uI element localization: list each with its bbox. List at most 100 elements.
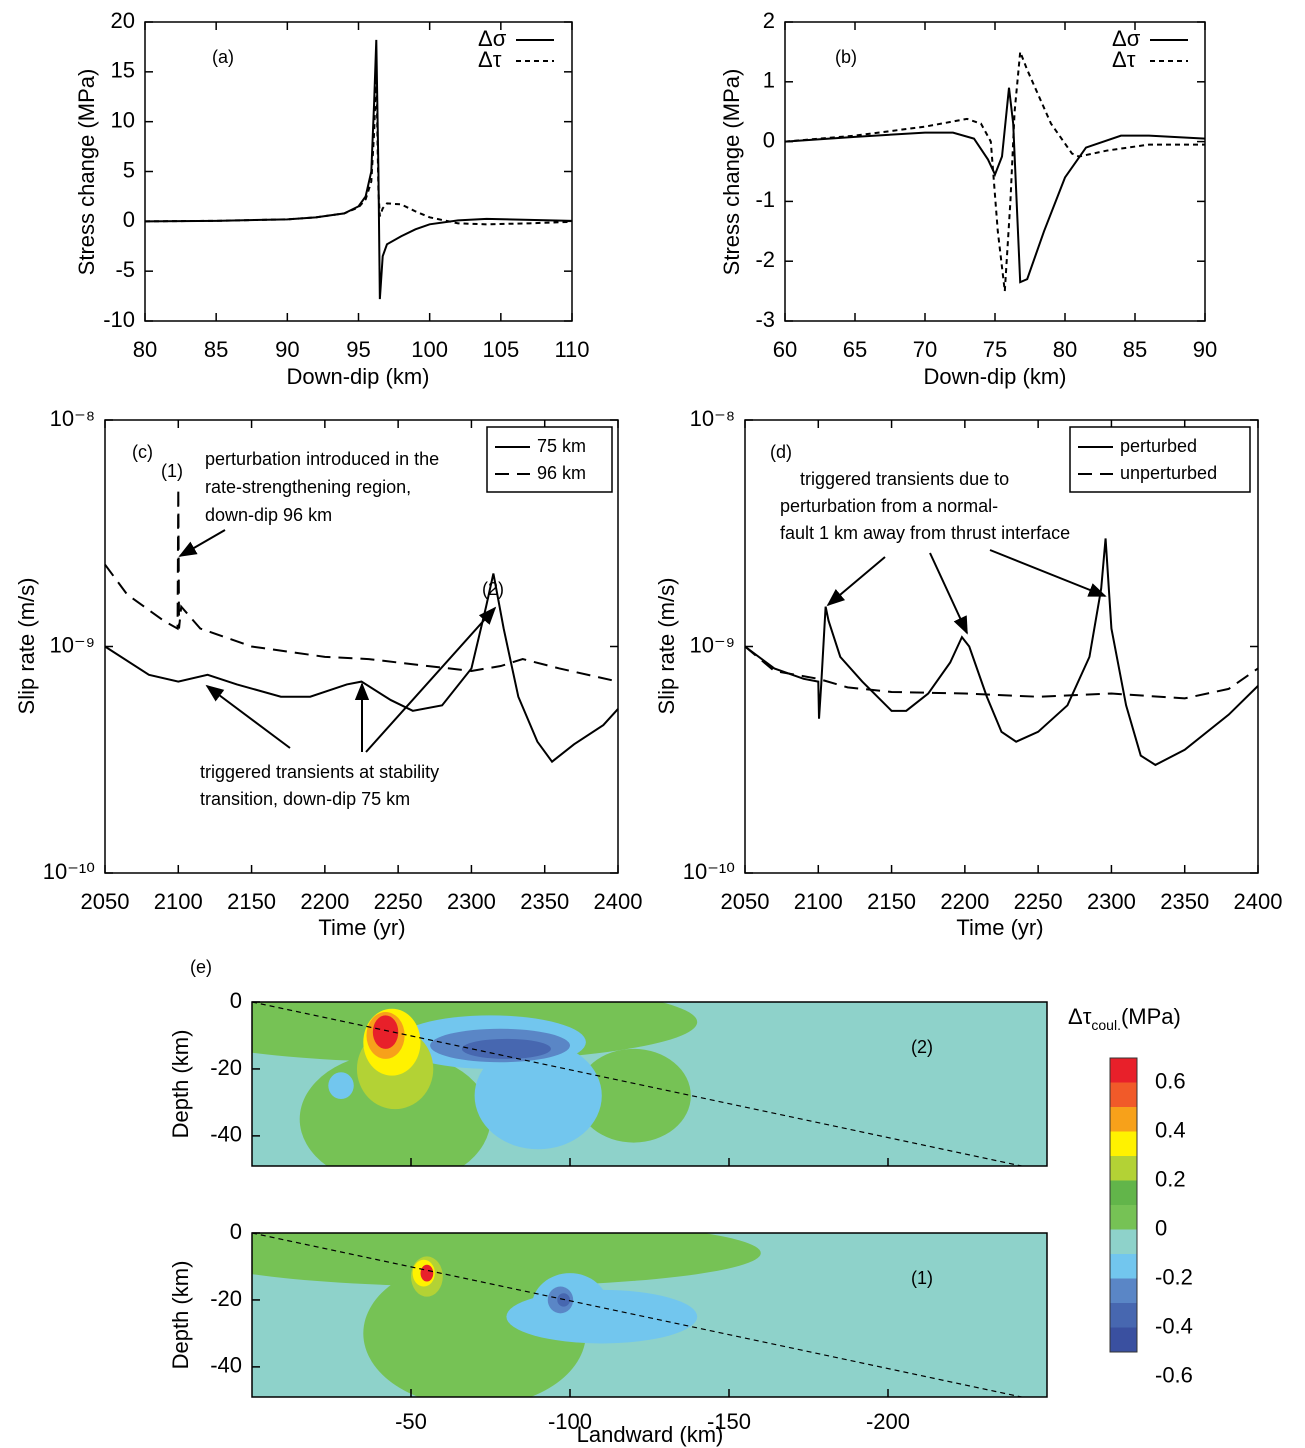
y-axis-label: Stress change (MPa): [719, 69, 744, 276]
colorbar-bin: [1110, 1229, 1137, 1254]
colorbar-frame: [1109, 1057, 1138, 1353]
annotation: rate-strengthening region,: [205, 477, 411, 497]
annotation: (2): [482, 579, 504, 599]
y-tick-label: 2: [763, 8, 775, 33]
y-tick-label: -3: [755, 307, 775, 332]
annotation: perturbation introduced in the: [205, 449, 439, 469]
y-tick-label: -40: [210, 1353, 242, 1378]
x-tick-label: 2150: [227, 889, 276, 914]
y-tick-label: -2: [755, 247, 775, 272]
x-tick-label: 2350: [520, 889, 569, 914]
colorbar-bin: [1110, 1205, 1137, 1230]
contour-region: [363, 1259, 586, 1397]
x-tick-label: 2300: [1087, 889, 1136, 914]
x-tick-label: 85: [204, 337, 228, 362]
x-tick-label: 65: [843, 337, 867, 362]
series-line: [744, 538, 1259, 767]
x-tick-label: 2400: [594, 889, 643, 914]
x-tick-label: 2200: [940, 889, 989, 914]
arrow: [989, 549, 1107, 597]
colorbar-title: Δτcoul.(MPa): [1068, 1004, 1181, 1033]
legend-label: 75 km: [537, 436, 586, 456]
series-line: [784, 51, 1205, 292]
x-axis-label: Down-dip (km): [923, 364, 1066, 389]
series-line: [784, 87, 1206, 284]
y-tick-label: 0: [230, 1219, 242, 1244]
series-line: [144, 71, 573, 226]
colorbar-title-main: Δτ: [1068, 1004, 1092, 1029]
arrow: [205, 684, 291, 749]
x-tick-label: 60: [773, 337, 797, 362]
x-tick-label: 100: [411, 337, 448, 362]
x-tick-label: 90: [1193, 337, 1217, 362]
panel-label: (c): [132, 442, 153, 462]
y-tick-label: -20: [210, 1286, 242, 1311]
arrow: [365, 606, 497, 753]
y-tick-label: 10⁻⁹: [49, 632, 95, 657]
x-tick-label: 2400: [1234, 889, 1283, 914]
colorbar-bin: [1110, 1131, 1137, 1156]
y-axis-label: Slip rate (m/s): [14, 578, 39, 715]
y-axis-label: Depth (km): [168, 1030, 193, 1139]
panel-label: (b): [835, 47, 857, 67]
arrow: [929, 552, 968, 635]
panel-label: (d): [770, 442, 792, 462]
contour-region: [576, 1048, 691, 1143]
x-axis-label: Landward (km): [577, 1422, 724, 1447]
colorbar-title-sub: coul.: [1091, 1017, 1121, 1033]
colorbar-tick-label: -0.6: [1155, 1362, 1193, 1387]
annotation: triggered transients at stability: [200, 762, 439, 782]
series-line: [744, 645, 1259, 700]
colorbar-bin: [1110, 1156, 1137, 1181]
y-tick-label: 5: [123, 157, 135, 182]
series-line: [104, 488, 619, 683]
y-tick-label: -5: [115, 257, 135, 282]
x-tick-label: 80: [133, 337, 157, 362]
x-tick-label: 85: [1123, 337, 1147, 362]
colorbar-bin: [1110, 1082, 1137, 1107]
contour-region: [474, 1042, 602, 1150]
plot-frame: [144, 21, 573, 322]
x-tick-label: 2050: [81, 889, 130, 914]
contour-region: [420, 1264, 434, 1282]
colorbar-title-unit: (MPa): [1121, 1004, 1181, 1029]
legend-label: Δσ: [1112, 26, 1141, 51]
y-axis-label: Stress change (MPa): [74, 69, 99, 276]
y-tick-label: -10: [103, 307, 135, 332]
annotation: transition, down-dip 75 km: [200, 789, 410, 809]
x-tick-label: 2200: [300, 889, 349, 914]
y-tick-label: 10⁻¹⁰: [683, 859, 735, 884]
x-tick-label: 105: [482, 337, 519, 362]
panel-label: (a): [212, 47, 234, 67]
x-tick-label: 2100: [794, 889, 843, 914]
annotation: fault 1 km away from thrust interface: [780, 523, 1070, 543]
y-axis-label: Slip rate (m/s): [654, 578, 679, 715]
colorbar-tick-label: -0.2: [1155, 1264, 1193, 1289]
map-label: (1): [911, 1268, 933, 1288]
plot-frame: [251, 1001, 1048, 1167]
legend-frame: [1069, 426, 1251, 493]
colorbar-bin: [1110, 1278, 1137, 1303]
y-tick-label: 10⁻¹⁰: [43, 859, 95, 884]
x-axis-label: Time (yr): [318, 915, 405, 940]
series-line: [144, 39, 573, 300]
contour-region: [252, 1233, 761, 1287]
y-tick-label: 0: [230, 988, 242, 1013]
y-tick-label: 1: [763, 68, 775, 93]
annotation: triggered transients due to: [800, 469, 1009, 489]
x-tick-label: 80: [1053, 337, 1077, 362]
legend-label: Δτ: [1112, 47, 1136, 72]
x-tick-label: -200: [866, 1409, 910, 1434]
x-tick-label: 2250: [374, 889, 423, 914]
x-tick-label: -150: [707, 1409, 751, 1434]
colorbar-bin: [1110, 1180, 1137, 1205]
contour-region: [328, 1072, 354, 1100]
x-tick-label: 2250: [1014, 889, 1063, 914]
legend-label: perturbed: [1120, 436, 1197, 456]
y-tick-label: 15: [111, 58, 135, 83]
x-tick-label: -50: [395, 1409, 427, 1434]
x-tick-label: 2300: [447, 889, 496, 914]
y-tick-label: 10⁻⁹: [689, 632, 735, 657]
colorbar-bin: [1110, 1058, 1137, 1083]
